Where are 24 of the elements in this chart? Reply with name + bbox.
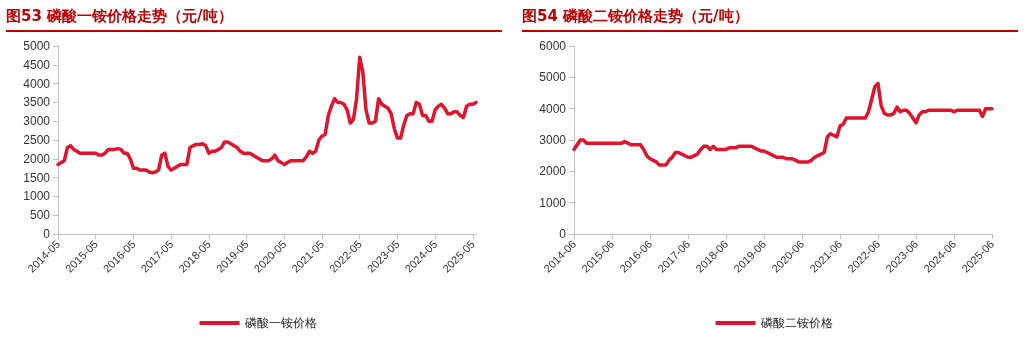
y-tick-label: 4500 (23, 57, 51, 72)
y-tick-label: 1000 (23, 189, 51, 204)
y-tick-label: 3000 (539, 133, 567, 147)
line-series (572, 81, 994, 167)
y-tick-label: 5000 (539, 70, 567, 85)
y-tick-label: 2000 (539, 164, 567, 179)
y-tick-label: 0 (559, 227, 567, 241)
y-tick-label: 1000 (539, 195, 567, 210)
y-tick-label: 4000 (23, 76, 51, 91)
chart-title: 图53 磷酸一铵价格走势（元/吨） (6, 4, 502, 32)
y-tick-label: 0 (43, 227, 51, 241)
y-tick-label: 5000 (23, 39, 51, 53)
y-tick-label: 4000 (539, 101, 567, 116)
y-tick-label: 6000 (539, 39, 567, 53)
y-tick-label: 2500 (23, 133, 51, 147)
legend-label: 磷酸二铵价格 (759, 316, 833, 330)
y-tick-label: 500 (29, 208, 51, 223)
line-series (56, 55, 478, 175)
legend-label: 磷酸一铵价格 (243, 316, 317, 330)
y-tick-label: 2000 (23, 151, 51, 166)
y-tick-label: 3500 (23, 95, 51, 110)
y-tick-label: 3000 (23, 114, 51, 129)
chart-title: 图54 磷酸二铵价格走势（元/吨） (522, 4, 1018, 32)
y-tick-label: 1500 (23, 170, 51, 185)
